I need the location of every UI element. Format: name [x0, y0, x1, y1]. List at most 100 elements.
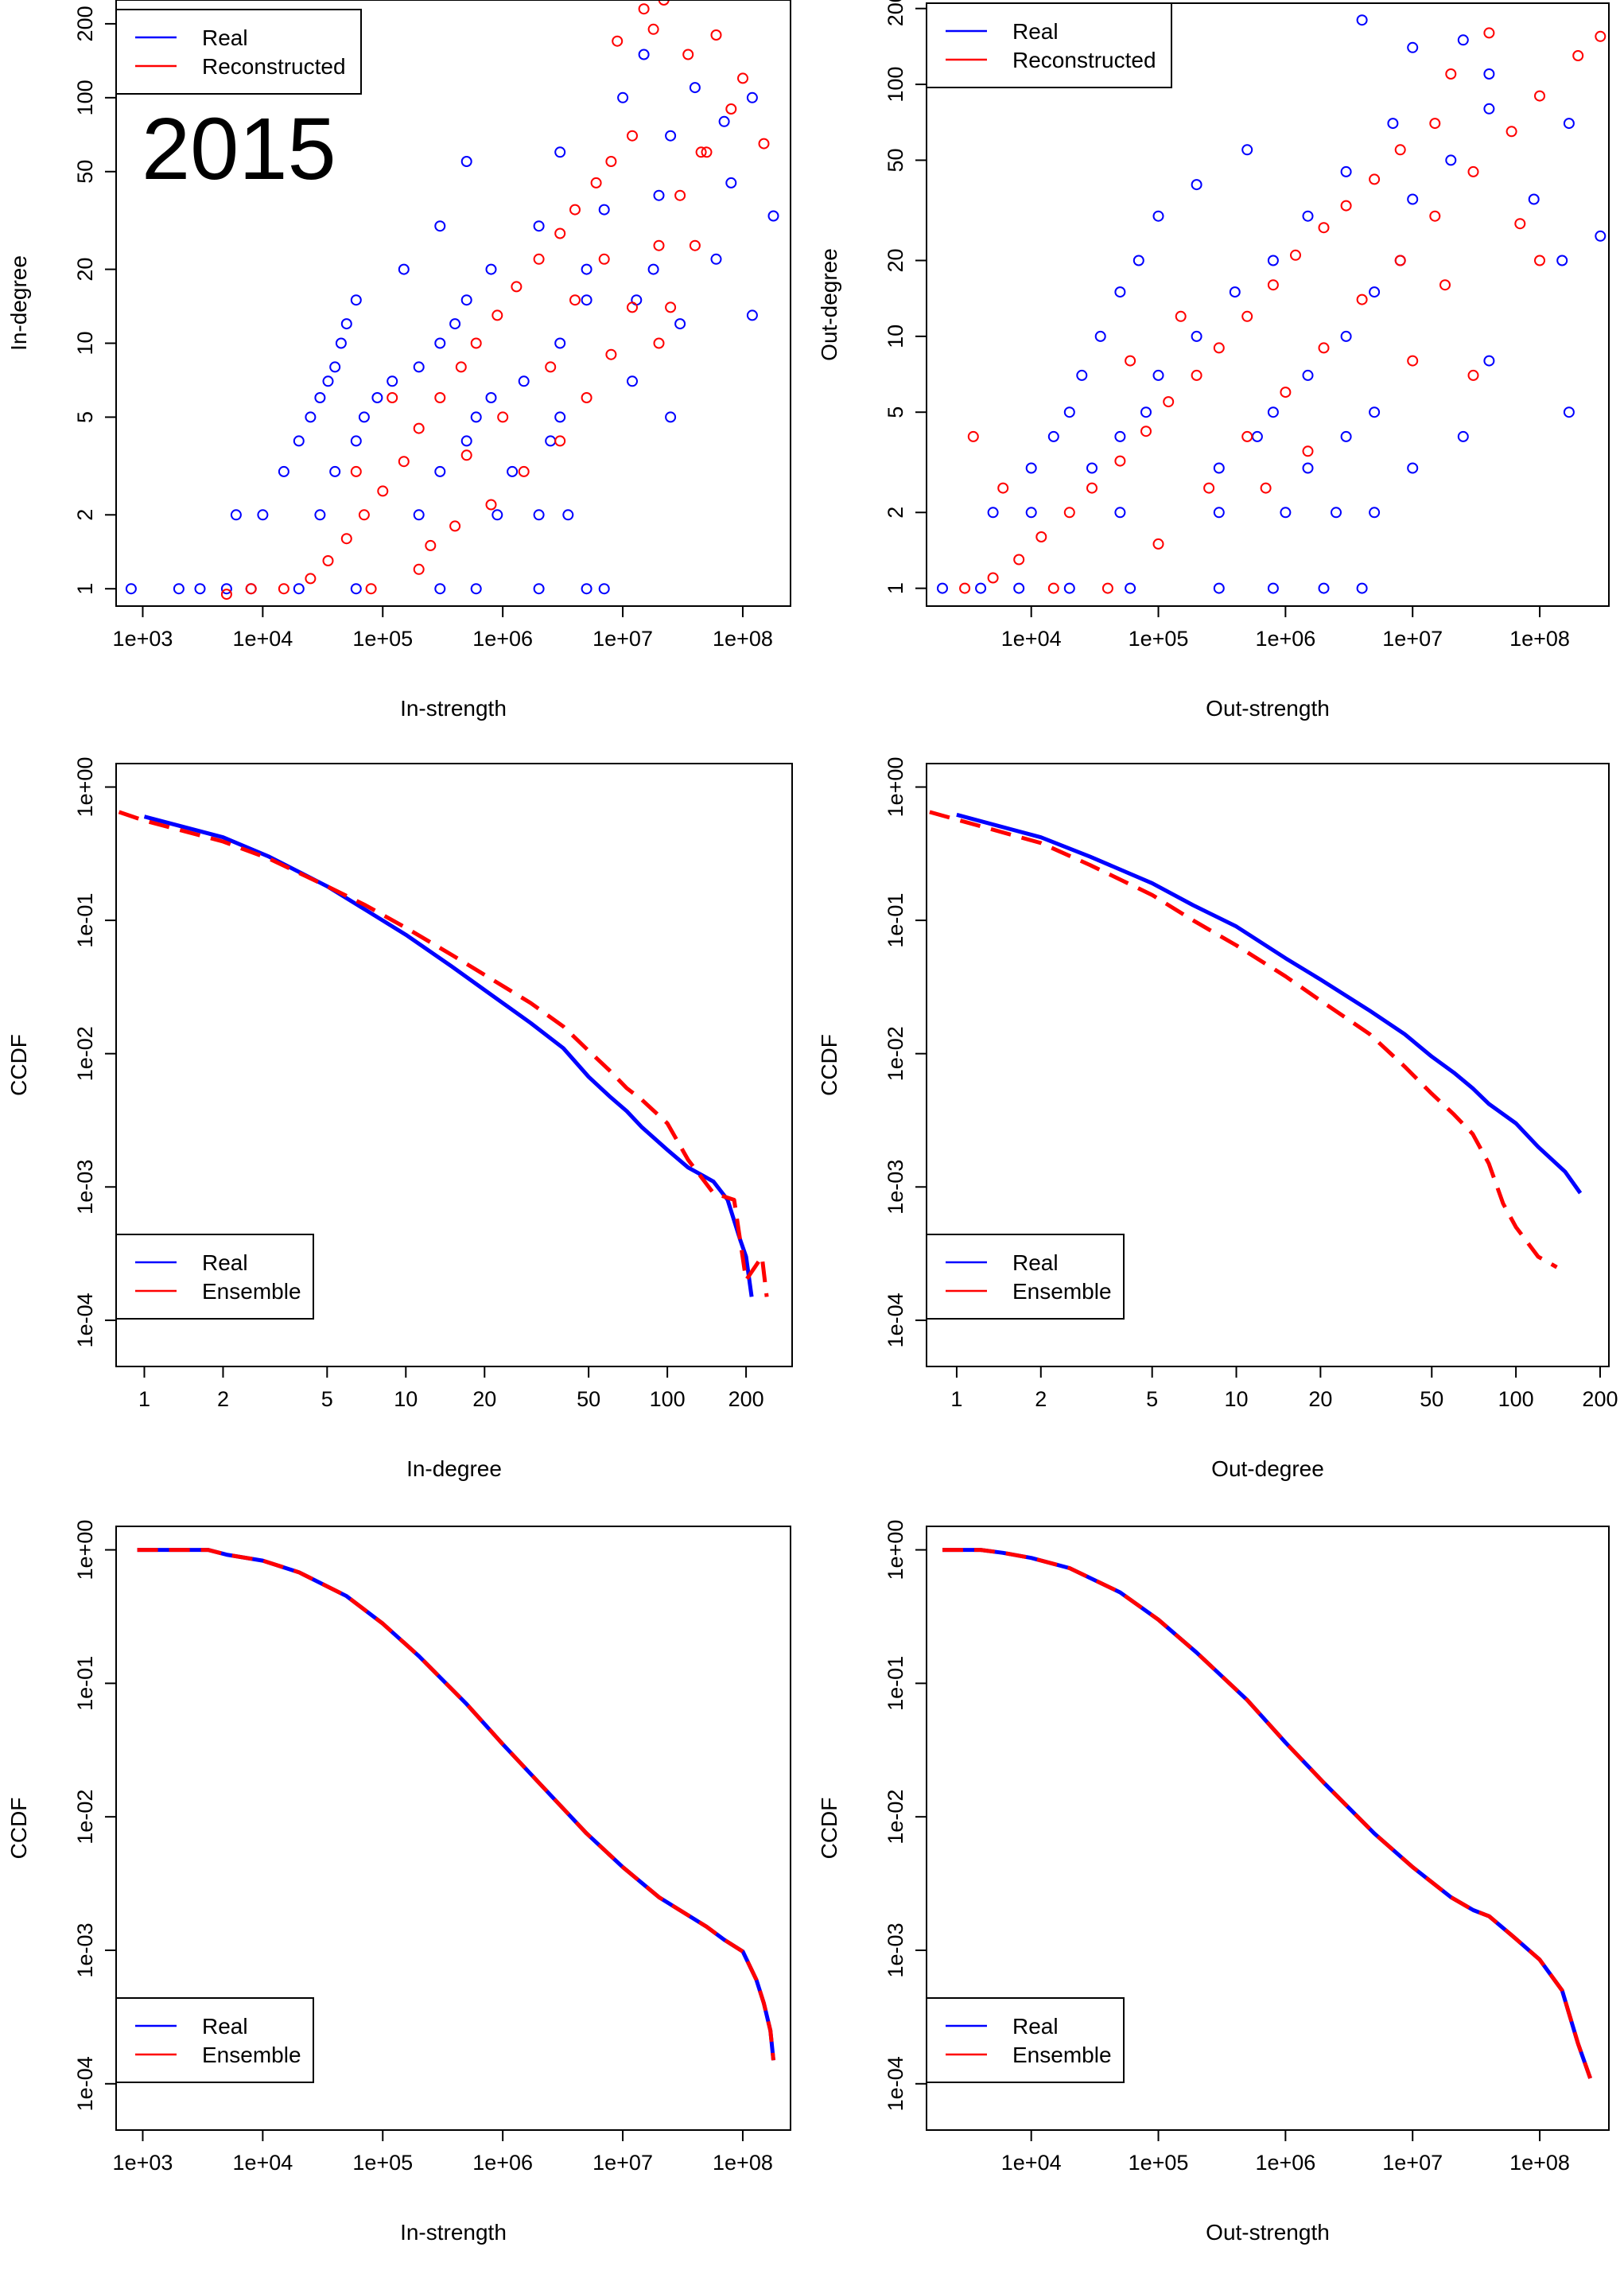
point-reconstructed-25 [1241, 430, 1253, 442]
point-real-50 [1445, 154, 1457, 166]
point-real-20 [329, 465, 341, 477]
point-reconstructed-2 [278, 583, 289, 595]
point-real-63 [617, 91, 629, 103]
point-real-36 [387, 375, 398, 387]
point-real-10 [1025, 507, 1037, 519]
point-real-28 [1267, 406, 1279, 418]
y-tick-label-1e-02: 1e-02 [884, 1026, 907, 1081]
point-real-58 [1563, 118, 1575, 130]
y-tick-label-1e-03: 1e-03 [73, 1160, 97, 1215]
y-tick-label-1e-04: 1e-04 [884, 2056, 907, 2111]
point-real-57 [653, 189, 665, 201]
panel-ccdf_out_degree: 1 2 5 10 20 50 100 200 1e-04 1e-03 1e-02 1e-01 1e+00… [817, 757, 1618, 1481]
point-real-51 [1241, 144, 1253, 156]
point-real-6 [1267, 582, 1279, 594]
point-reconstructed-35 [1595, 30, 1607, 42]
y-tick-label-1e-02: 1e-02 [884, 1790, 907, 1845]
point-reconstructed-14 [511, 281, 523, 293]
y-tick-label-50: 50 [884, 148, 907, 172]
point-real-31 [665, 411, 677, 423]
point-real-0 [125, 583, 137, 595]
point-reconstructed-33 [1534, 90, 1545, 102]
point-real-48 [1191, 179, 1202, 191]
point-reconstructed-20 [627, 130, 638, 142]
legend-label-ensemble: Ensemble [202, 2043, 301, 2067]
point-real-28 [358, 411, 370, 423]
series-reconstructed [220, 0, 770, 601]
point-real-64 [638, 49, 650, 60]
point-real-25 [460, 435, 472, 447]
x-tick-label-1e+04: 1e+04 [1001, 2151, 1062, 2175]
point-real-20 [1407, 462, 1419, 474]
panel-in_degree_vs_in_strength: 1e+03 1e+04 1e+05 1e+06 1e+07 1e+08 1 2 5 10 20 50 1… [6, 0, 791, 721]
x-tick-label-1e+07: 1e+07 [1382, 2151, 1443, 2175]
point-real-54 [434, 220, 446, 232]
point-reconstructed-31 [1467, 165, 1479, 177]
y-tick-label-100: 100 [73, 80, 97, 115]
point-reconstructed-32 [701, 146, 713, 158]
legend-label-real: Real [1012, 1250, 1059, 1275]
point-reconstructed-8 [398, 456, 410, 468]
point-reconstructed-1 [987, 572, 999, 584]
legend-label-real: Real [1012, 2014, 1059, 2039]
x-tick-label-200: 200 [728, 1387, 764, 1411]
point-real-42 [554, 337, 566, 349]
y-axis-title: In-degree [6, 255, 31, 351]
point-reconstructed-6 [358, 509, 370, 521]
y-tick-label-2: 2 [73, 509, 97, 521]
point-reconstructed-29 [627, 301, 638, 313]
point-reconstructed-41 [1467, 369, 1479, 381]
panel-ccdf_in_strength: 1e+03 1e+04 1e+05 1e+06 1e+07 1e+08 1e-04 1e-03… [6, 1520, 791, 2245]
x-tick-label-50: 50 [1420, 1387, 1443, 1411]
y-axis-title: CCDF [6, 1034, 31, 1096]
point-real-12 [230, 509, 242, 521]
panel-ccdf_out_strength: 1e+04 1e+05 1e+06 1e+07 1e+08 1e-04 1e-03 1e-02… [817, 1520, 1610, 2245]
x-tick-label-50: 50 [577, 1387, 600, 1411]
series-ensemble-line [942, 1548, 1592, 2079]
point-real-33 [371, 392, 383, 403]
point-reconstructed-26 [554, 435, 566, 447]
legend-label-real: Real [202, 25, 248, 50]
point-real-46 [1302, 210, 1314, 222]
x-tick-label-1e+05: 1e+05 [352, 627, 413, 651]
legend-box [115, 9, 362, 95]
legend-label-real: Real [202, 1250, 248, 1275]
legend-label-ensemble: Ensemble [1012, 2043, 1112, 2067]
x-tick-label-20: 20 [1308, 1387, 1332, 1411]
point-reconstructed-15 [533, 253, 545, 265]
y-tick-label-1e-02: 1e-02 [73, 1790, 97, 1845]
y-tick-label-1e+00: 1e+00 [73, 1520, 97, 1580]
point-reconstructed-22 [1101, 582, 1113, 594]
point-real-34 [485, 392, 497, 403]
point-reconstructed-34 [758, 138, 770, 150]
plot-frame [926, 2, 1610, 607]
x-tick-label-1e+06: 1e+06 [1255, 627, 1315, 651]
x-tick-label-2: 2 [217, 1387, 229, 1411]
legend: Real Ensemble [115, 1234, 314, 1320]
plot-frame [926, 1526, 1610, 2131]
point-real-31 [1076, 369, 1088, 381]
point-real-44 [1595, 230, 1607, 242]
point-reconstructed-20 [997, 482, 1009, 494]
plot-area [137, 1548, 775, 2061]
y-tick-label-1e-01: 1e-01 [884, 893, 907, 948]
series-ensemble-line [929, 810, 1558, 1269]
point-real-16 [1025, 462, 1037, 474]
x-tick-label-1e+04: 1e+04 [1001, 627, 1062, 651]
point-reconstructed-18 [590, 177, 602, 189]
point-real-0 [937, 582, 948, 594]
legend-box [926, 1997, 1125, 2083]
x-axis-title: In-strength [400, 2220, 507, 2245]
x-tick-label-1e+05: 1e+05 [352, 2151, 413, 2175]
point-real-56 [1457, 34, 1469, 46]
point-reconstructed-19 [967, 430, 979, 442]
point-reconstructed-39 [737, 72, 748, 84]
point-reconstructed-7 [1140, 426, 1152, 437]
point-reconstructed-42 [1407, 355, 1419, 367]
point-real-7 [434, 583, 446, 595]
y-tick-label-5: 5 [884, 406, 907, 418]
point-real-14 [314, 509, 326, 521]
point-real-41 [1133, 255, 1144, 266]
point-reconstructed-46 [569, 294, 581, 306]
y-axis-title: CCDF [817, 1798, 841, 1860]
